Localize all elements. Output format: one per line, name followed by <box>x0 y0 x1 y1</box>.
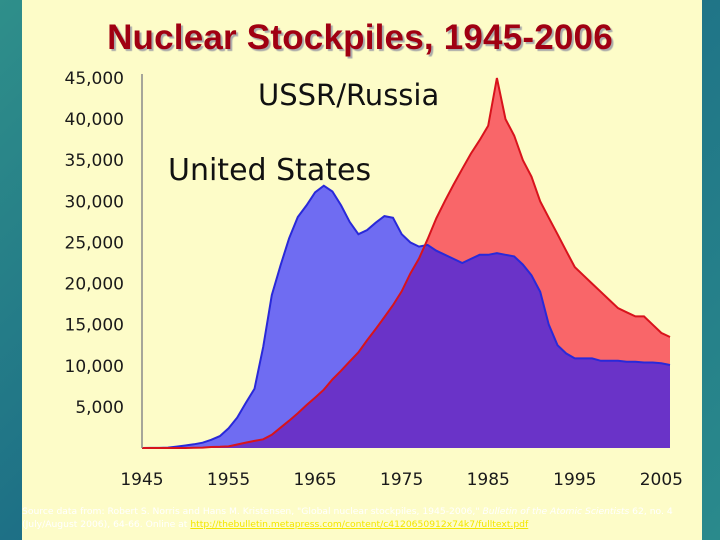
source-journal: Bulletin of the Atomic Scientists <box>482 506 630 517</box>
ussr-series-label: USSR/Russia <box>258 78 439 112</box>
overlap-area <box>142 185 670 448</box>
x-tick-label: 1975 <box>380 470 423 490</box>
x-tick-label: 1985 <box>467 470 510 490</box>
stockpile-chart: 45,000 40,000 35,000 30,000 25,000 20,000 15,0… <box>65 69 683 490</box>
us-series-label: United States <box>168 153 371 188</box>
x-tick-label: 1945 <box>120 470 163 490</box>
source-text-2: 62, no. 4 (July/August 2006), 64-66. Onl… <box>22 506 673 530</box>
series-labels: USSR/Russia United States <box>168 78 439 188</box>
source-link[interactable]: http://thebulletin.metapress.com/content… <box>190 519 529 530</box>
y-tick-label: 20,000 <box>65 275 124 295</box>
source-citation: Source data from: Robert S. Norris and H… <box>22 505 712 531</box>
y-tick-label: 10,000 <box>65 357 124 377</box>
y-tick-label: 15,000 <box>65 316 124 336</box>
y-tick-label: 40,000 <box>65 110 124 130</box>
y-tick-label: 45,000 <box>65 69 124 89</box>
y-tick-label: 25,000 <box>65 233 124 253</box>
x-tick-label: 2005 <box>640 470 683 490</box>
x-tick-label: 1955 <box>207 470 250 490</box>
y-tick-label: 35,000 <box>65 151 124 171</box>
x-tick-label: 1995 <box>553 470 596 490</box>
y-tick-label: 5,000 <box>75 398 124 418</box>
slide-title: Nuclear Stockpiles, 1945-2006 <box>107 18 613 57</box>
plot-area <box>141 77 671 449</box>
y-axis: 45,000 40,000 35,000 30,000 25,000 20,000 15,0… <box>65 69 143 448</box>
us-line <box>141 184 671 449</box>
y-tick-label: 30,000 <box>65 192 124 212</box>
source-text: Source data from: Robert S. Norris and H… <box>22 506 483 517</box>
x-axis: 1945 1955 1965 1975 1985 1995 2005 <box>120 470 683 490</box>
ussr-line <box>142 77 671 449</box>
x-tick-label: 1965 <box>293 470 336 490</box>
